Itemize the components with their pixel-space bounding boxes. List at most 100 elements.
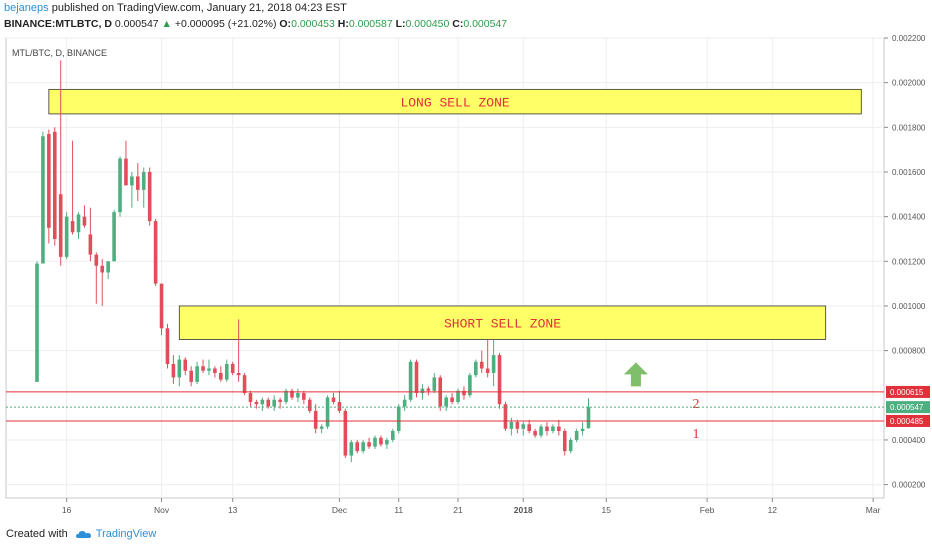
x-tick-label: 2018: [514, 505, 533, 515]
tradingview-link[interactable]: TradingView: [95, 528, 157, 540]
candle-body: [361, 442, 365, 452]
x-tick-label: 21: [453, 505, 463, 515]
candle-body: [219, 372, 223, 380]
close-value: 0.000547: [463, 18, 508, 30]
last-price: 0.000547: [114, 18, 159, 30]
candle-body: [94, 254, 99, 266]
sell-zone-box: [178, 305, 827, 340]
candle-body: [136, 176, 140, 190]
level-price-tag: [886, 414, 930, 427]
candle-body: [224, 364, 229, 380]
open-value: 0.000453: [291, 18, 335, 30]
y-tick-label: 0.001400: [892, 213, 926, 222]
x-tick-label: Dec: [332, 505, 348, 515]
candle-body: [58, 194, 63, 257]
level-price-tag-text: 0.000485: [890, 417, 924, 426]
candle-body: [331, 397, 336, 402]
candle-body: [325, 397, 330, 427]
level-number: 1: [693, 427, 700, 442]
candle-body: [497, 355, 502, 405]
candle-body: [557, 426, 561, 432]
candle-body: [462, 390, 466, 396]
candle-body: [52, 131, 57, 239]
x-tick-label: 15: [602, 505, 612, 515]
up-arrow-icon: [623, 362, 648, 387]
candle-body: [82, 216, 87, 226]
candle-body: [35, 263, 39, 382]
candle-body: [165, 328, 170, 365]
candle-body: [124, 158, 128, 186]
symbol-info: BINANCE:MTLBTC, D 0.000547 ▲ +0.000095 (…: [4, 18, 507, 30]
candle-body: [444, 397, 448, 407]
candle-body: [574, 431, 579, 440]
low-value: 0.000450: [405, 18, 450, 30]
candle-body: [545, 426, 549, 432]
candle-body: [260, 399, 265, 405]
y-axis: 0.002200 0.002000 0.001800 0.001600 0.001400…: [884, 34, 926, 490]
x-tick-label: 11: [394, 505, 403, 515]
candle-body: [586, 407, 591, 429]
candle-body: [539, 426, 543, 436]
author-link[interactable]: bejaneps: [4, 2, 49, 14]
candle-body: [349, 442, 354, 456]
candle-body: [70, 221, 75, 233]
candle-body: [313, 410, 318, 429]
sell-zone-label: SHORT SELL ZONE: [444, 317, 561, 332]
y-tick-label: 0.000400: [892, 436, 926, 445]
candle-body: [272, 399, 276, 407]
candle-body: [171, 364, 176, 378]
candle-body: [367, 442, 371, 447]
change-value: +0.000095 (+21.02%): [174, 18, 277, 30]
y-tick-label: 0.001200: [892, 257, 926, 266]
high-label: H:: [337, 18, 349, 30]
candle-body: [456, 390, 460, 402]
candle-body: [521, 424, 526, 429]
candle-body: [296, 393, 300, 398]
close-label: C:: [452, 18, 464, 30]
current-price-tag-text: 0.000547: [890, 403, 924, 412]
x-tick-label: Mar: [866, 505, 881, 515]
candle-body: [100, 265, 105, 273]
candle-body: [396, 406, 401, 432]
candle-body: [88, 234, 93, 255]
candle-body: [414, 361, 419, 394]
current-price-tag: [886, 401, 930, 414]
candle-body: [76, 214, 81, 233]
candle-body: [153, 221, 158, 284]
candle-body: [248, 393, 253, 402]
candle-body: [551, 426, 555, 432]
candle-body: [201, 366, 205, 371]
symbol-label: BINANCE:MTLBTC, D: [4, 18, 112, 30]
y-tick-label: 0.002200: [892, 34, 926, 43]
candle-body: [207, 368, 211, 371]
candle-body: [474, 361, 478, 376]
candle-body: [47, 134, 51, 228]
candle-body: [420, 388, 425, 394]
y-tick-label: 0.001000: [892, 302, 926, 311]
footer: Created with TradingView: [6, 528, 156, 540]
low-label: L:: [395, 18, 406, 30]
candle-body: [278, 399, 282, 402]
x-axis: 16 Nov 13 Dec 11 21 2018 15 Feb 12 Mar: [62, 498, 881, 515]
candle-body: [147, 171, 152, 222]
candle-body: [479, 361, 484, 369]
candle-body: [426, 388, 431, 391]
candle-body: [491, 355, 496, 373]
x-tick-label: 12: [768, 505, 778, 515]
candle-body: [195, 366, 199, 382]
candle-body: [515, 422, 520, 429]
candle-body: [343, 410, 348, 456]
publish-info: bejaneps published on TradingView.com, J…: [4, 2, 347, 14]
candle-body: [183, 359, 188, 371]
sell-zone-label: LONG SELL ZONE: [400, 96, 509, 111]
open-label: O:: [279, 18, 292, 30]
published-text: published on TradingView.com, January 21…: [51, 2, 347, 14]
candle-body: [450, 397, 454, 402]
candle-body: [254, 401, 259, 405]
candle-body: [106, 261, 110, 273]
candle-body: [468, 375, 472, 396]
candle-body: [533, 431, 537, 436]
candle-body: [290, 390, 294, 398]
level-price-tag: [886, 385, 930, 398]
